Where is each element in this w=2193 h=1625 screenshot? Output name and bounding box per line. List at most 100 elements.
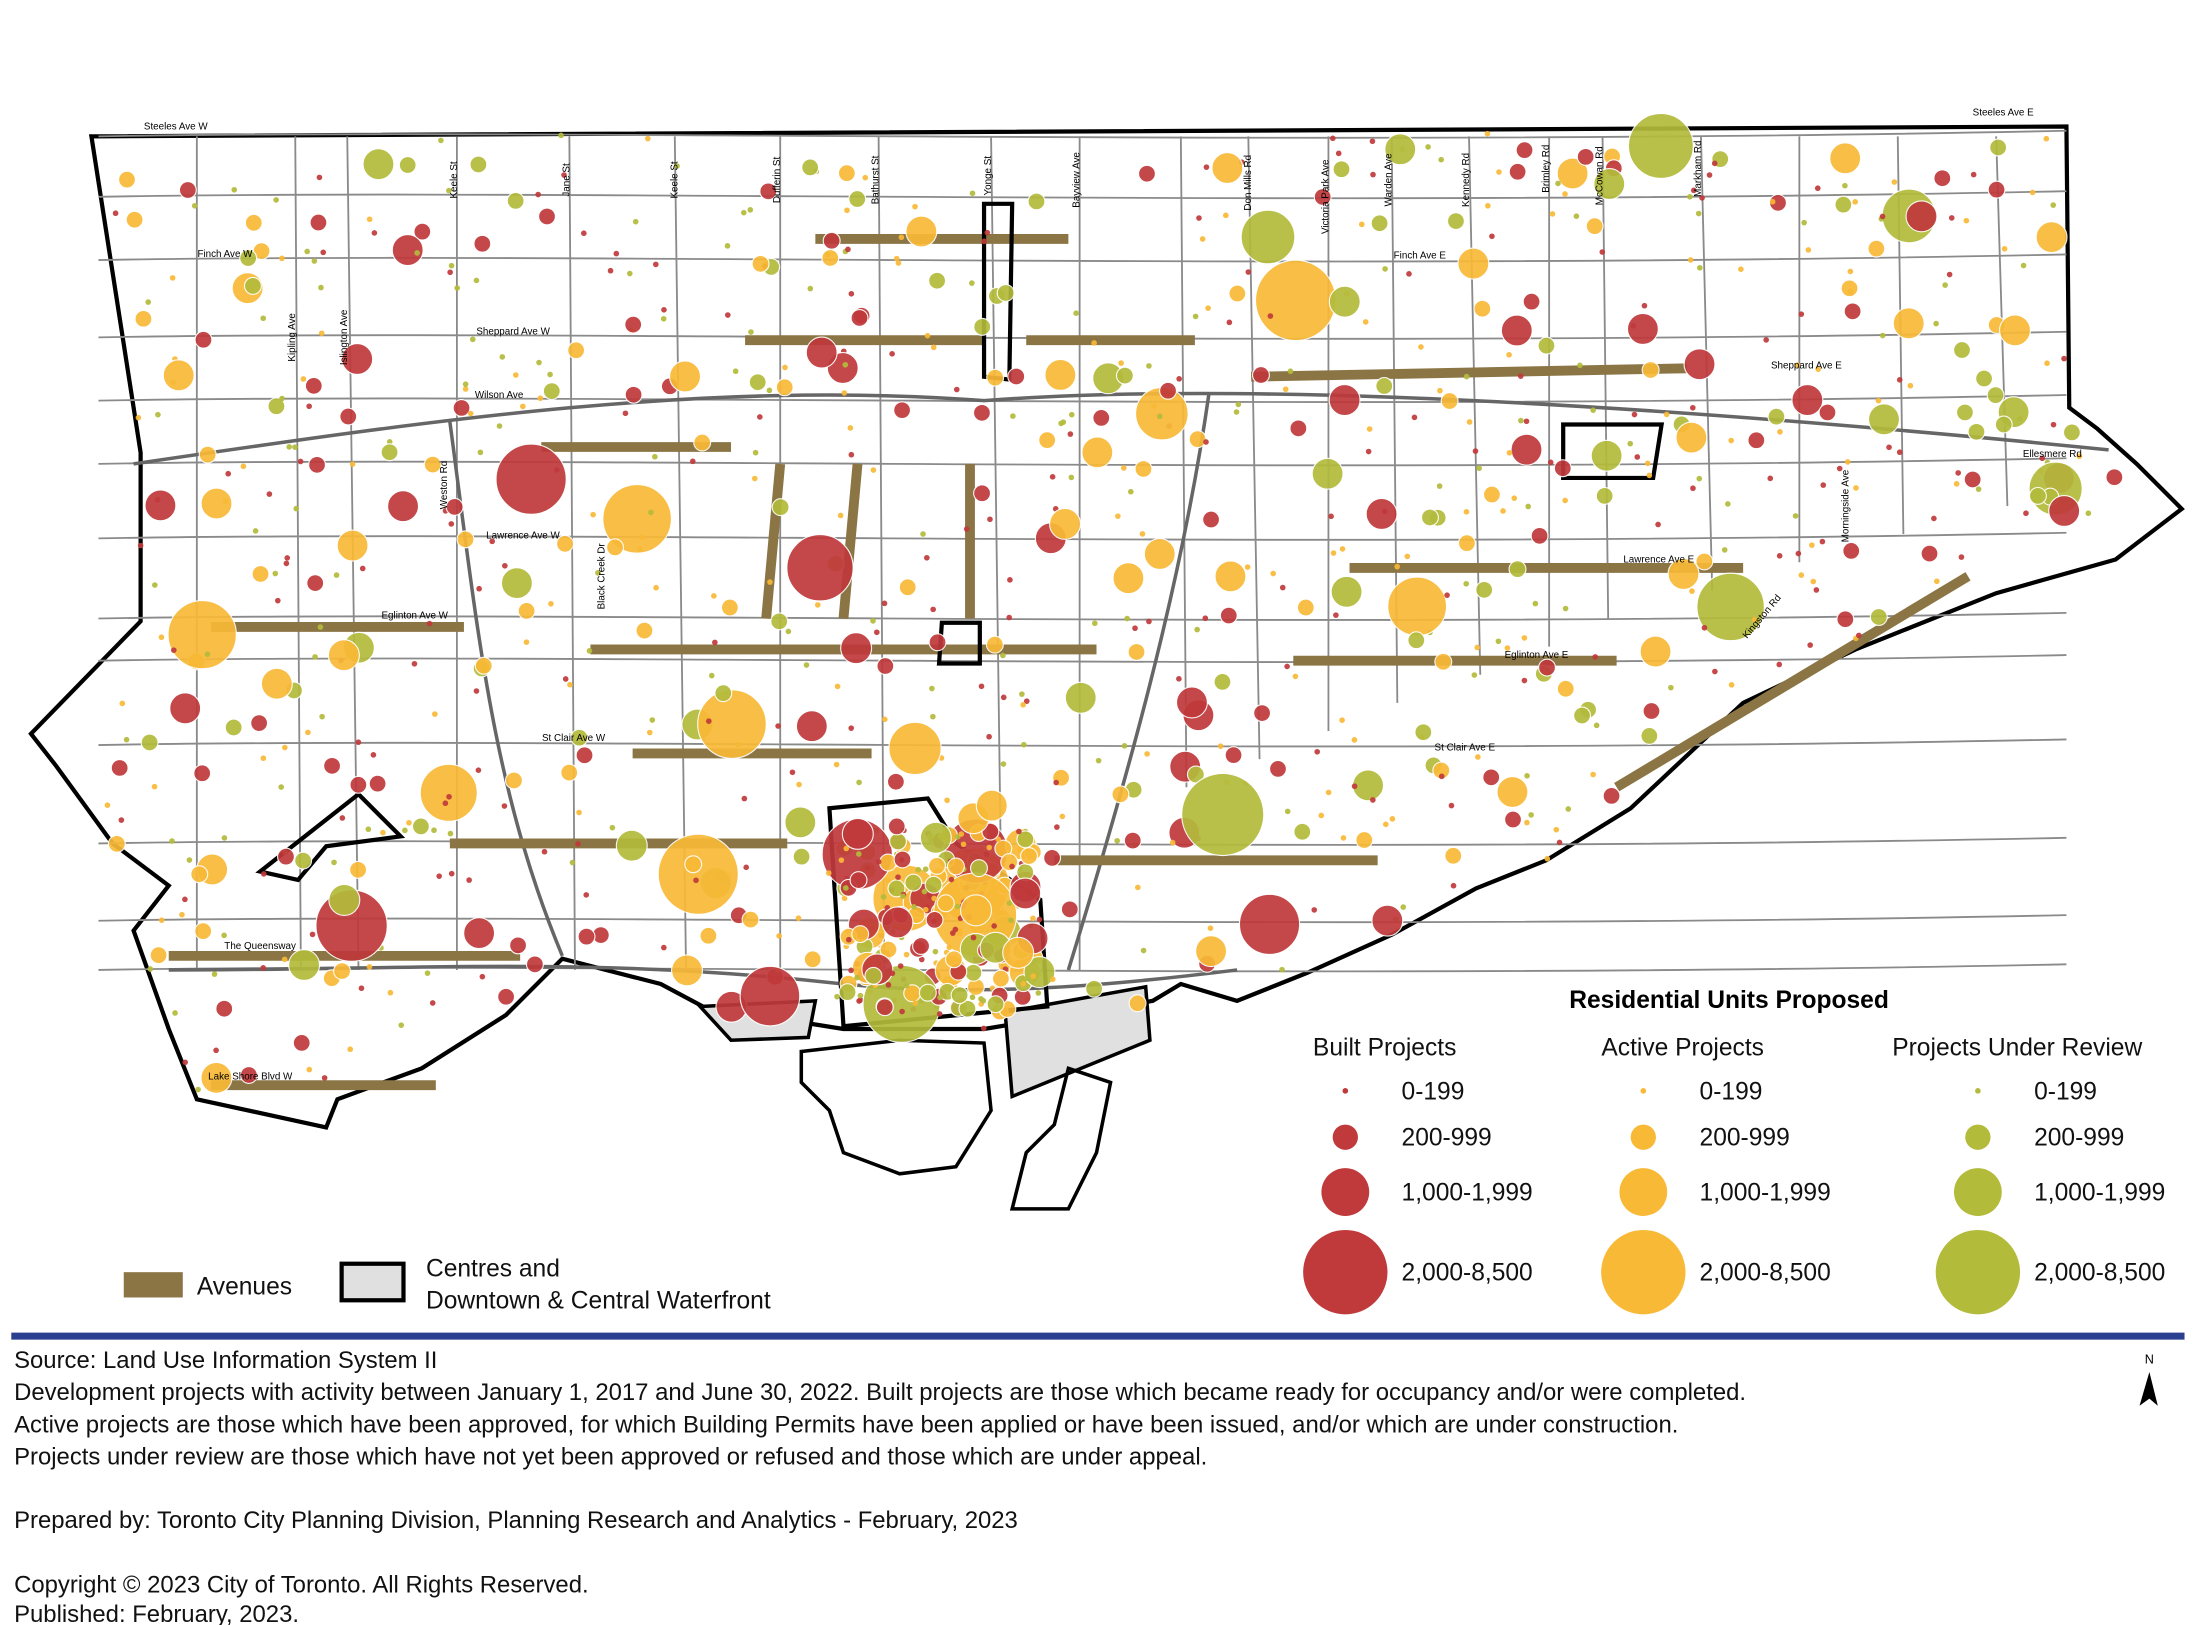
project-dot [771,498,790,517]
project-dot [606,538,625,557]
project-dot [1508,560,1527,579]
project-dot [1634,454,1641,460]
project-dot [1522,292,1541,311]
project-dot [1886,444,1892,451]
project-dot [776,933,782,939]
project-dot [292,1033,311,1052]
project-dot [1010,413,1016,419]
project-dot [473,234,492,253]
project-dot [1776,553,1783,559]
project-dot [986,733,992,740]
project-dot [535,191,541,198]
project-dot [931,895,937,902]
project-dot [537,395,544,402]
project-dot [1690,485,1696,492]
project-dot [1240,209,1296,265]
project-dot [569,859,576,866]
project-dot [576,809,582,816]
project-dot [921,888,928,895]
legend-symbol [1630,1124,1656,1150]
project-dot [1362,319,1369,325]
project-dot [848,190,867,209]
project-dot [885,877,891,884]
project-dot [2039,455,2046,462]
project-dot [538,207,557,226]
project-dot [1640,726,1659,745]
project-dot [1896,377,1903,383]
project-dot [922,866,929,872]
project-dot [107,834,126,853]
project-dot [536,359,542,366]
project-dot [1132,625,1138,632]
project-dot [1021,741,1027,748]
project-dot [300,376,307,382]
spit [1009,1066,1113,1211]
project-dot [1444,592,1450,598]
project-dot [282,744,288,751]
project-dot [751,475,758,482]
project-dot [1506,351,1512,358]
project-dot [590,511,596,518]
project-dot [1555,180,1561,187]
street-label: Steeles Ave W [144,121,208,132]
project-dot [864,865,871,871]
project-dot [323,756,342,775]
project-dot [1544,855,1551,862]
project-dot [1199,236,1206,242]
project-dot [595,570,601,576]
project-dot [1006,614,1013,621]
project-dot [969,994,976,1001]
project-dot [380,443,399,462]
project-dot [445,497,464,516]
project-dot [732,368,739,375]
project-dot [1777,429,1783,435]
footer-note: Projects under review are those which ha… [14,1444,1207,1471]
project-dot [1027,192,1046,211]
project-dot [1683,348,1716,381]
project-dot [1599,249,1606,255]
project-dot [1856,632,1862,639]
project-dot [848,725,855,731]
project-dot [583,892,590,898]
project-dot [711,593,717,599]
project-dot [276,847,295,866]
project-dot [1933,320,1939,327]
legend-label: 200-999 [1700,1125,1790,1152]
project-dot [847,425,854,431]
project-dot [889,970,896,977]
project-dot [1328,384,1361,417]
project-dot [349,775,368,794]
project-dot [1019,691,1025,697]
project-dot [970,934,977,941]
project-dot [1137,164,1156,183]
project-dot [1556,839,1563,846]
project-dot [821,248,840,267]
legend-label: 2,000-8,500 [1700,1260,1831,1287]
project-dot [260,755,267,762]
avenues [168,234,1971,1091]
street-label: Victoria Park Ave [1320,159,1331,234]
project-dot [499,354,506,360]
project-dot [1506,449,1513,456]
project-dot [2061,355,2067,362]
project-dot [204,651,211,658]
projects [104,112,2124,1094]
avenues-swatch [123,1272,183,1298]
legend-symbol [1332,1124,1358,1150]
project-dot [845,246,851,253]
project-dot [1112,562,1145,595]
project-dot [446,793,452,800]
project-dot [1404,553,1411,560]
project-dot [1054,824,1060,830]
project-dot [903,951,910,958]
street-label: Bayview Ave [1072,152,1083,208]
project-dot [1952,341,1971,360]
project-dot [570,728,589,747]
project-dot [194,922,213,941]
project-dot [312,654,318,660]
project-dot [944,797,950,804]
project-dot [887,817,906,836]
project-dot [414,250,420,256]
street-label: Yonge St [983,156,994,196]
project-dot [1675,421,1708,454]
